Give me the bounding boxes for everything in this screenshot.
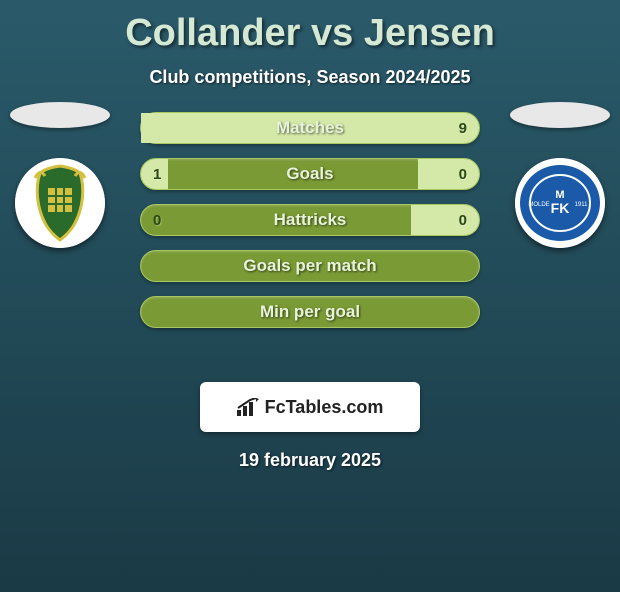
stat-value-right: 9 bbox=[459, 113, 467, 143]
stat-bars: Matches9Goals10Hattricks00Goals per matc… bbox=[140, 112, 480, 342]
brand-chart-icon bbox=[237, 398, 259, 416]
stat-value-right: 0 bbox=[459, 159, 467, 189]
stat-label: Min per goal bbox=[141, 297, 479, 327]
stat-row: Hattricks0 0 bbox=[140, 204, 480, 236]
stat-row: Goals1 0 bbox=[140, 158, 480, 190]
comparison-panel: M FK MOLDE 1911 Matches9Goals10Hattricks… bbox=[0, 112, 620, 372]
stat-value-left: 1 bbox=[153, 159, 161, 189]
club-badge-left-svg bbox=[15, 158, 105, 248]
svg-text:FK: FK bbox=[551, 200, 570, 216]
player-left-avatar-placeholder bbox=[10, 102, 110, 128]
player-left-slot bbox=[10, 102, 110, 248]
brand-label: FcTables.com bbox=[237, 397, 384, 418]
brand-box[interactable]: FcTables.com bbox=[200, 382, 420, 432]
svg-text:MOLDE: MOLDE bbox=[528, 202, 549, 208]
stat-label: Hattricks bbox=[141, 205, 479, 235]
page-title: Collander vs Jensen bbox=[0, 12, 620, 55]
player-right-avatar-placeholder bbox=[510, 102, 610, 128]
stat-label: Goals bbox=[141, 159, 479, 189]
stat-row: Min per goal bbox=[140, 296, 480, 328]
date-label: 19 february 2025 bbox=[0, 450, 620, 471]
svg-text:1911: 1911 bbox=[575, 202, 589, 208]
stat-value-left: 0 bbox=[153, 205, 161, 235]
stat-value-right: 0 bbox=[459, 205, 467, 235]
subtitle: Club competitions, Season 2024/2025 bbox=[0, 67, 620, 88]
player-right-slot: M FK MOLDE 1911 bbox=[510, 102, 610, 248]
club-badge-right-svg: M FK MOLDE 1911 bbox=[515, 158, 605, 248]
player-left-club-badge bbox=[15, 158, 105, 248]
player-right-club-badge: M FK MOLDE 1911 bbox=[515, 158, 605, 248]
stat-label: Matches bbox=[141, 113, 479, 143]
stat-label: Goals per match bbox=[141, 251, 479, 281]
brand-text: FcTables.com bbox=[265, 397, 384, 418]
stat-row: Matches9 bbox=[140, 112, 480, 144]
stat-row: Goals per match bbox=[140, 250, 480, 282]
